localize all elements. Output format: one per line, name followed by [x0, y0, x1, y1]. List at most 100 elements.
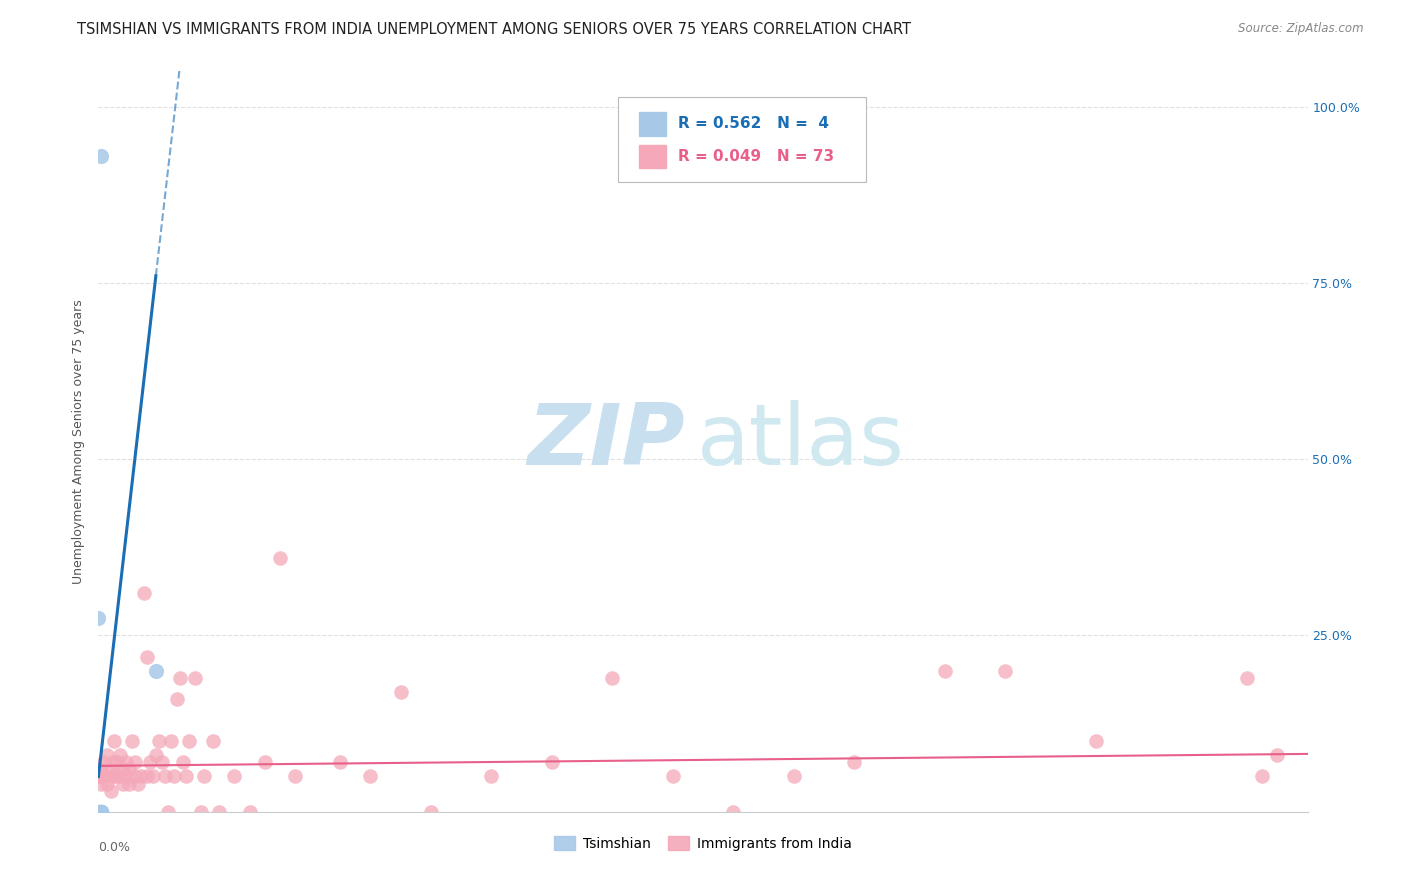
Point [153, 769, 176, 783]
Point [100, 769, 122, 783]
Point [105, 756, 128, 770]
Point [103, 769, 125, 783]
Point [89, 805, 111, 819]
Point [90, 805, 112, 819]
Point [100, 783, 122, 797]
Point [111, 776, 134, 790]
Point [90, 805, 112, 819]
Point [142, 769, 165, 783]
FancyBboxPatch shape [638, 145, 665, 169]
Text: R = 0.562   N =  4: R = 0.562 N = 4 [678, 117, 828, 131]
Point [114, 769, 136, 783]
Point [1236, 671, 1258, 685]
Point [169, 671, 191, 685]
Point [90, 769, 112, 783]
Point [124, 756, 146, 770]
Point [1251, 769, 1274, 783]
Point [253, 756, 276, 770]
Point [90, 805, 112, 819]
Point [90, 805, 112, 819]
Point [132, 586, 155, 600]
Point [269, 550, 291, 565]
Point [1267, 748, 1289, 763]
Point [114, 756, 136, 770]
Point [1085, 734, 1108, 748]
Point [148, 734, 170, 748]
Point [420, 805, 443, 819]
Point [190, 805, 212, 819]
Point [783, 769, 806, 783]
Point [90, 805, 112, 819]
FancyBboxPatch shape [638, 112, 665, 136]
Text: atlas: atlas [697, 400, 905, 483]
Point [179, 734, 201, 748]
Point [540, 756, 562, 770]
Legend: Tsimshian, Immigrants from India: Tsimshian, Immigrants from India [548, 830, 858, 856]
Point [135, 769, 157, 783]
Point [202, 734, 225, 748]
Point [208, 805, 231, 819]
Text: 0.0%: 0.0% [98, 841, 131, 855]
Point [193, 769, 215, 783]
Point [90, 149, 112, 163]
Point [96, 763, 118, 777]
Point [118, 763, 141, 777]
Point [481, 769, 503, 783]
Text: R = 0.049   N = 73: R = 0.049 N = 73 [678, 149, 834, 164]
Point [87, 769, 110, 783]
Point [96, 748, 118, 763]
Text: ZIP: ZIP [527, 400, 685, 483]
Point [93, 769, 115, 783]
Point [93, 756, 115, 770]
Point [174, 769, 197, 783]
Point [90, 805, 112, 819]
Point [329, 756, 352, 770]
Point [90, 776, 112, 790]
Point [90, 763, 112, 777]
Point [90, 805, 112, 819]
Point [145, 748, 167, 763]
Point [89, 805, 111, 819]
Point [224, 769, 246, 783]
Point [602, 671, 624, 685]
Point [121, 734, 143, 748]
Point [360, 769, 382, 783]
Point [108, 769, 131, 783]
Point [103, 756, 125, 770]
Point [129, 769, 152, 783]
Point [166, 692, 188, 706]
Point [139, 756, 162, 770]
Text: Source: ZipAtlas.com: Source: ZipAtlas.com [1239, 22, 1364, 36]
Text: TSIMSHIAN VS IMMIGRANTS FROM INDIA UNEMPLOYMENT AMONG SENIORS OVER 75 YEARS CORR: TSIMSHIAN VS IMMIGRANTS FROM INDIA UNEMP… [77, 22, 911, 37]
Point [118, 776, 141, 790]
Point [934, 664, 956, 678]
Point [124, 769, 146, 783]
Y-axis label: Unemployment Among Seniors over 75 years: Unemployment Among Seniors over 75 years [72, 299, 86, 584]
Point [87, 805, 110, 819]
Point [135, 649, 157, 664]
Point [156, 805, 179, 819]
Point [184, 671, 207, 685]
Point [723, 805, 745, 819]
Point [145, 664, 167, 678]
Point [389, 685, 412, 699]
Point [172, 756, 194, 770]
Point [160, 734, 183, 748]
Point [661, 769, 683, 783]
Point [284, 769, 307, 783]
Point [127, 776, 149, 790]
Point [108, 748, 131, 763]
Point [163, 769, 186, 783]
FancyBboxPatch shape [619, 97, 866, 183]
Point [105, 769, 128, 783]
Point [103, 734, 125, 748]
Point [844, 756, 866, 770]
Point [150, 756, 173, 770]
Point [87, 611, 110, 625]
Point [96, 776, 118, 790]
Point [994, 664, 1017, 678]
Point [111, 763, 134, 777]
Point [87, 805, 110, 819]
Point [90, 805, 112, 819]
Point [239, 805, 262, 819]
